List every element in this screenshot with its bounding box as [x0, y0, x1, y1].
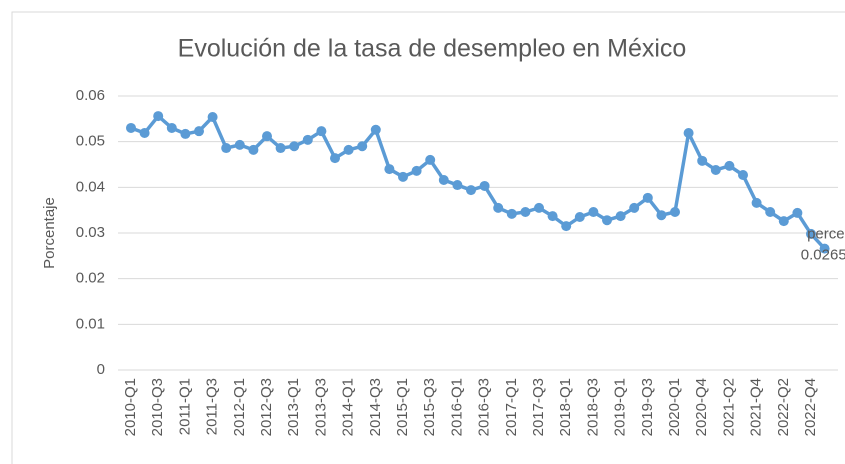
x-tick-label: 2021-Q2	[720, 378, 737, 436]
marker	[316, 126, 327, 137]
marker	[792, 207, 803, 218]
x-tick-label: 2016-Q1	[448, 378, 465, 436]
marker	[574, 212, 585, 223]
x-tick-label: 2017-Q3	[530, 378, 547, 436]
y-tick-label: 0	[97, 361, 105, 378]
marker	[751, 197, 762, 208]
marker	[452, 180, 463, 191]
y-tick-label: 0.01	[76, 315, 105, 332]
x-tick-label: 2013-Q3	[312, 378, 329, 436]
marker	[411, 165, 422, 176]
x-tick-label: 2010-Q3	[149, 378, 166, 436]
x-tick-label: 2011-Q3	[204, 378, 221, 435]
marker	[466, 185, 476, 196]
marker	[819, 243, 830, 254]
marker	[738, 170, 748, 181]
y-tick-label: 0.05	[76, 133, 105, 150]
marker	[357, 141, 368, 152]
x-tick-label: 2018-Q1	[557, 378, 574, 436]
marker	[398, 171, 408, 182]
y-tick-label: 0.06	[76, 87, 105, 104]
data-label-value: 0.026580136	[801, 247, 845, 264]
marker	[493, 202, 504, 213]
x-tick-label: 2016-Q3	[476, 378, 493, 436]
marker	[166, 122, 177, 133]
marker	[384, 164, 395, 175]
x-tick-label: 2010-Q1	[122, 378, 139, 436]
marker	[234, 139, 245, 150]
marker	[765, 206, 776, 217]
marker	[806, 228, 816, 239]
marker	[724, 160, 735, 171]
x-tick-label: 2019-Q1	[612, 378, 629, 436]
marker	[248, 144, 259, 155]
x-tick-label: 2020-Q1	[666, 378, 683, 436]
marker	[588, 206, 599, 217]
marker	[153, 111, 164, 122]
marker	[262, 131, 272, 142]
x-tick-label: 2014-Q3	[367, 378, 384, 436]
marker	[479, 180, 490, 191]
marker	[139, 127, 150, 138]
marker	[370, 124, 381, 135]
marker	[506, 208, 517, 219]
marker	[561, 221, 572, 232]
x-tick-label: 2022-Q4	[802, 378, 819, 436]
x-tick-label: 2021-Q4	[748, 378, 765, 436]
data-label-series: percentage	[807, 226, 845, 243]
marker	[697, 155, 708, 166]
x-tick-label: 2017-Q1	[503, 378, 520, 436]
line	[130, 114, 826, 250]
marker	[547, 211, 558, 222]
chart-title: Evolución de la tasa de desempleo en Méx…	[178, 35, 687, 63]
x-tick-label: 2012-Q1	[231, 378, 248, 436]
y-tick-label: 0.04	[76, 178, 105, 195]
x-tick-label: 2019-Q3	[639, 378, 656, 436]
x-tick-label: 2014-Q1	[340, 378, 357, 436]
marker	[683, 127, 694, 138]
x-tick-label: 2020-Q4	[693, 378, 710, 436]
marker	[330, 153, 340, 164]
marker	[534, 202, 544, 213]
marker	[425, 154, 436, 165]
marker	[275, 143, 286, 154]
x-tick-label: 2015-Q3	[421, 378, 438, 436]
marker	[289, 141, 300, 152]
marker	[126, 122, 136, 133]
x-tick-label: 2018-Q3	[584, 378, 601, 436]
x-tick-label: 2013-Q1	[285, 378, 302, 436]
marker	[438, 175, 449, 186]
marker	[670, 206, 680, 217]
marker	[180, 128, 191, 139]
marker	[778, 216, 789, 227]
chart-border	[11, 11, 845, 464]
marker	[194, 126, 204, 137]
marker	[710, 164, 721, 175]
marker	[656, 210, 667, 221]
marker	[520, 206, 531, 217]
x-tick-label: 2011-Q1	[176, 378, 193, 435]
marker	[629, 202, 640, 213]
x-tick-label: 2012-Q3	[258, 378, 275, 436]
marker	[615, 211, 626, 222]
marker	[221, 143, 232, 154]
x-tick-label: 2022-Q2	[775, 378, 792, 436]
marker	[343, 144, 354, 155]
x-tick-label: 2015-Q1	[394, 378, 411, 436]
y-tick-label: 0.02	[76, 270, 105, 287]
marker	[207, 112, 218, 123]
marker	[602, 215, 612, 226]
y-axis-title: Porcentaje	[41, 197, 58, 269]
y-tick-label: 0.03	[76, 224, 105, 241]
marker	[642, 192, 653, 203]
marker	[302, 134, 313, 145]
